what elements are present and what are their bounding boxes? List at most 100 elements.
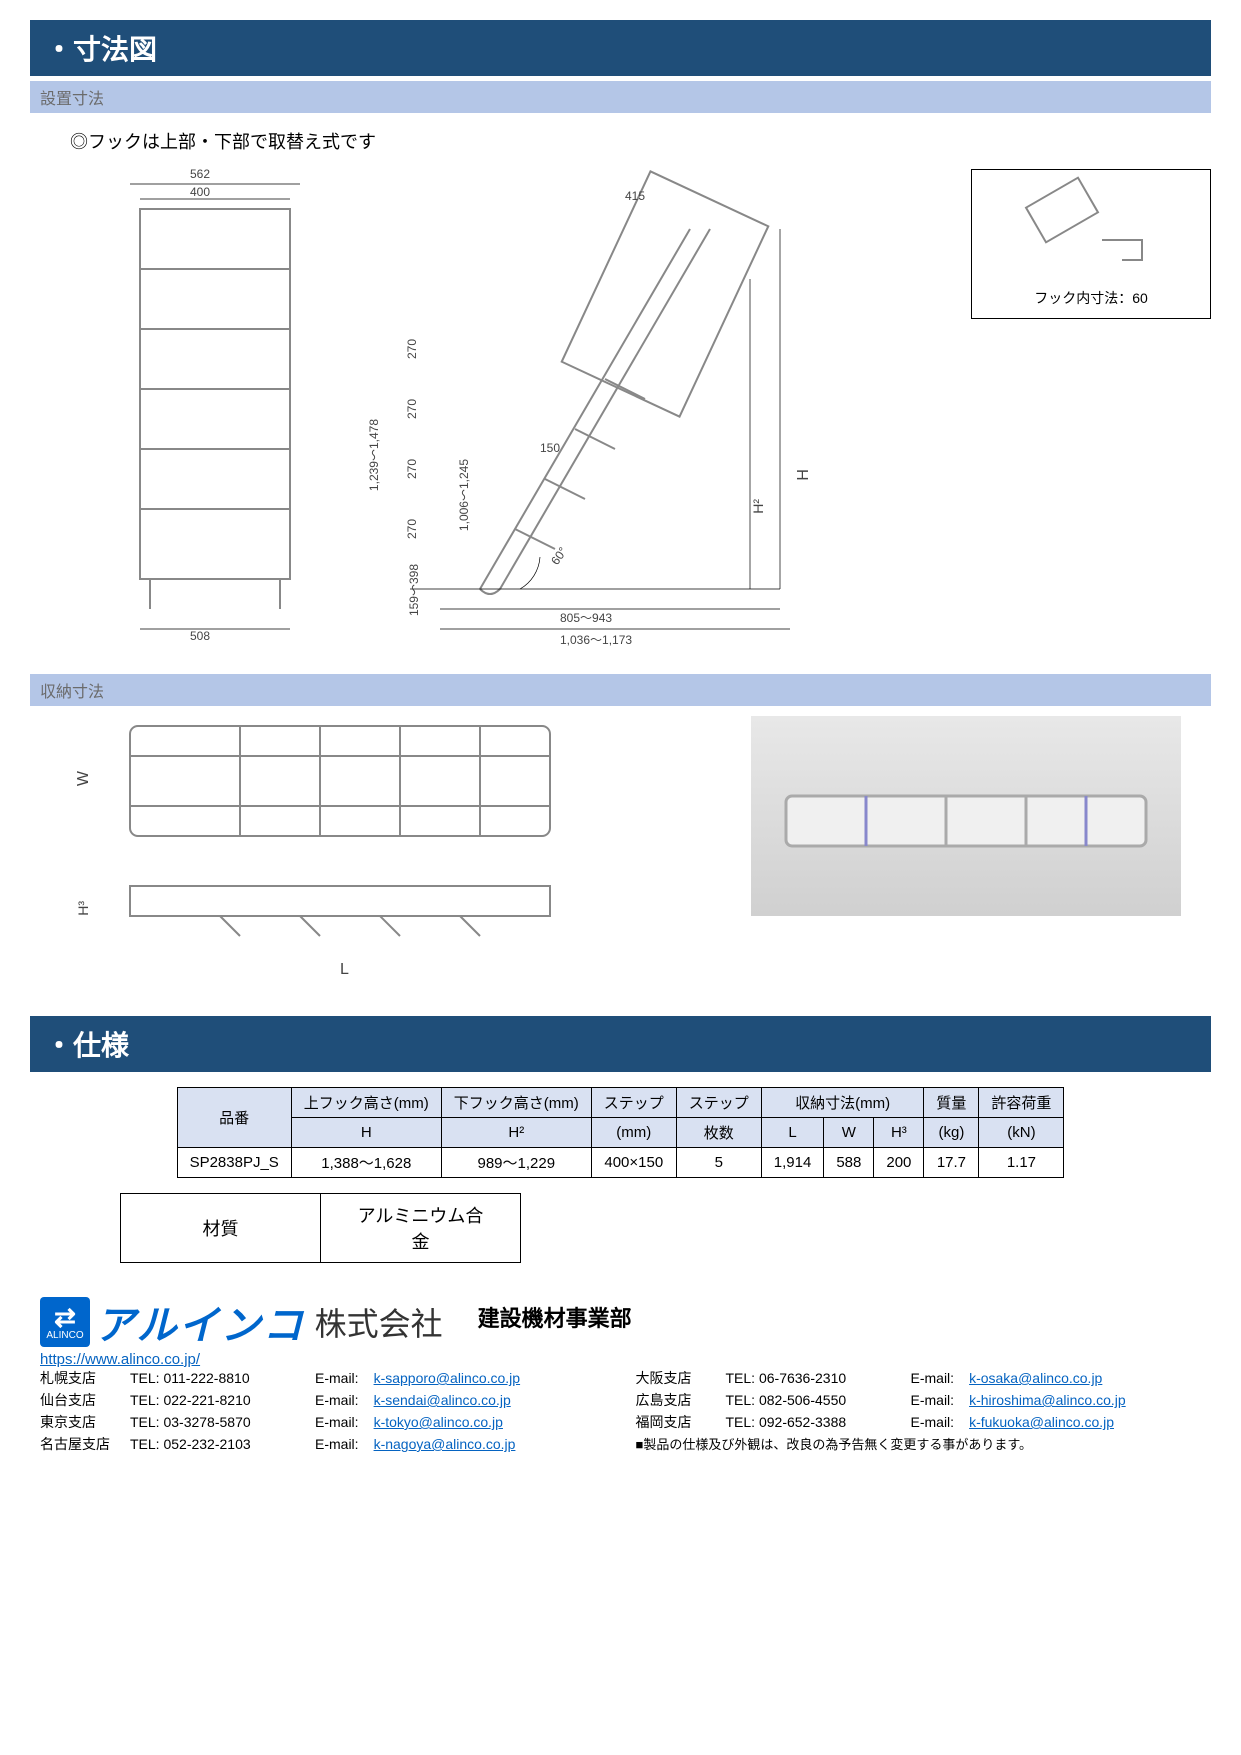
branch-tel: TEL: 052-232-2103	[130, 1436, 300, 1452]
td-kN: 1.17	[979, 1148, 1064, 1178]
front-view-diagram	[100, 169, 340, 639]
th-storage: 収納寸法(mm)	[761, 1088, 924, 1118]
th-mass: 質量	[924, 1088, 979, 1118]
install-diagram-area: 562 400 508	[30, 169, 1211, 659]
material-table: 材質 アルミニウム合金	[120, 1193, 521, 1263]
td-H: 1,388～1,628	[291, 1148, 441, 1178]
dim-415: 415	[625, 189, 645, 203]
branch-email[interactable]: k-tokyo@alinco.co.jp	[374, 1414, 503, 1430]
th-L: L	[761, 1118, 824, 1148]
branch-name: 仙台支店	[40, 1390, 115, 1410]
dim-400: 400	[190, 185, 210, 199]
branch-name: 東京支店	[40, 1412, 115, 1432]
th-lower-hook: 下フック高さ(mm)	[441, 1088, 591, 1118]
footer-logo-area: ⇄ ALINCO アルインコ 株式会社 建設機材事業部	[30, 1293, 1211, 1351]
contact-row: 仙台支店 TEL: 022-221-8210 E-mail: k-sendai@…	[40, 1390, 606, 1410]
dim-H2: H²	[750, 499, 766, 514]
callout-text: フック内寸法：60	[972, 288, 1210, 308]
storage-photo	[751, 716, 1181, 916]
storage-diagram	[90, 716, 570, 976]
section-header-dimensions: ・寸法図	[30, 20, 1211, 76]
branch-tel: TEL: 082-506-4550	[726, 1392, 896, 1408]
hook-note: ◎フックは上部・下部で取替え式です	[30, 123, 1211, 169]
dim-805: 805～943	[560, 609, 612, 626]
td-count: 5	[676, 1148, 761, 1178]
dim-159: 159～398	[405, 564, 422, 616]
contact-row: 東京支店 TEL: 03-3278-5870 E-mail: k-tokyo@a…	[40, 1412, 606, 1432]
email-label: E-mail:	[315, 1370, 359, 1386]
side-view-diagram	[380, 169, 810, 649]
branch-email[interactable]: k-fukuoka@alinco.co.jp	[969, 1414, 1114, 1430]
branch-email[interactable]: k-hiroshima@alinco.co.jp	[969, 1392, 1126, 1408]
contact-row: 札幌支店 TEL: 011-222-8810 E-mail: k-sapporo…	[40, 1368, 606, 1388]
email-label: E-mail:	[315, 1414, 359, 1430]
th-mm: (mm)	[591, 1118, 676, 1148]
dim-150: 150	[540, 441, 560, 455]
email-label: E-mail:	[911, 1370, 955, 1386]
contacts-grid: 札幌支店 TEL: 011-222-8810 E-mail: k-sapporo…	[30, 1368, 1211, 1454]
dim-270a: 270	[405, 339, 419, 359]
branch-email[interactable]: k-nagoya@alinco.co.jp	[374, 1436, 516, 1452]
th-H2: H²	[441, 1118, 591, 1148]
th-step: ステップ	[591, 1088, 676, 1118]
td-model: SP2838PJ_S	[177, 1148, 291, 1178]
branch-name: 名古屋支店	[40, 1434, 115, 1454]
th-W: W	[824, 1118, 874, 1148]
email-label: E-mail:	[315, 1392, 359, 1408]
dim-H: H	[795, 469, 813, 481]
sub-header-storage: 収納寸法	[30, 674, 1211, 706]
material-value: アルミニウム合金	[321, 1194, 521, 1263]
branch-name: 福岡支店	[636, 1412, 711, 1432]
branch-tel: TEL: 092-652-3388	[726, 1414, 896, 1430]
branch-tel: TEL: 03-3278-5870	[130, 1414, 300, 1430]
th-kN: (kN)	[979, 1118, 1064, 1148]
th-H3: H³	[874, 1118, 924, 1148]
dim-W: W	[75, 771, 93, 786]
dim-h-range: 1,239～1,478	[365, 419, 382, 491]
dim-508: 508	[190, 629, 210, 643]
th-count: 枚数	[676, 1118, 761, 1148]
sub-header-install: 設置寸法	[30, 81, 1211, 113]
dim-L: L	[340, 961, 349, 979]
td-step: 400×150	[591, 1148, 676, 1178]
th-load: 許容荷重	[979, 1088, 1064, 1118]
branch-name: 大阪支店	[636, 1368, 711, 1388]
email-label: E-mail:	[911, 1392, 955, 1408]
branch-email[interactable]: k-osaka@alinco.co.jp	[969, 1370, 1102, 1386]
dim-1036: 1,036～1,173	[560, 631, 632, 648]
table-row: SP2838PJ_S 1,388～1,628 989～1,229 400×150…	[177, 1148, 1064, 1178]
email-label: E-mail:	[315, 1436, 359, 1452]
company-ltd: 株式会社	[315, 1299, 443, 1345]
td-W: 588	[824, 1148, 874, 1178]
storage-diagram-area: W H³ L	[30, 716, 1211, 996]
company-logo: ⇄ ALINCO アルインコ 株式会社	[40, 1293, 443, 1351]
dim-270d: 270	[405, 519, 419, 539]
section-header-spec: ・仕様	[30, 1016, 1211, 1072]
td-H3: 200	[874, 1148, 924, 1178]
logo-icon: ⇄ ALINCO	[40, 1297, 90, 1347]
contact-row: 広島支店 TEL: 082-506-4550 E-mail: k-hiroshi…	[636, 1390, 1202, 1410]
logo-text: ALINCO	[46, 1330, 83, 1341]
spec-table: 品番 上フック高さ(mm) 下フック高さ(mm) ステップ ステップ 収納寸法(…	[177, 1087, 1065, 1178]
dim-1006: 1,006～1,245	[455, 459, 472, 531]
dim-562: 562	[190, 167, 210, 181]
hook-callout: フック内寸法：60	[971, 169, 1211, 319]
branch-tel: TEL: 06-7636-2310	[726, 1370, 896, 1386]
email-label: E-mail:	[911, 1414, 955, 1430]
td-L: 1,914	[761, 1148, 824, 1178]
branch-name: 広島支店	[636, 1390, 711, 1410]
branch-name: 札幌支店	[40, 1368, 115, 1388]
th-H: H	[291, 1118, 441, 1148]
branch-email[interactable]: k-sapporo@alinco.co.jp	[374, 1370, 521, 1386]
branch-email[interactable]: k-sendai@alinco.co.jp	[374, 1392, 511, 1408]
td-H2: 989～1,229	[441, 1148, 591, 1178]
dim-270c: 270	[405, 459, 419, 479]
material-label: 材質	[121, 1194, 321, 1263]
contact-row: 大阪支店 TEL: 06-7636-2310 E-mail: k-osaka@a…	[636, 1368, 1202, 1388]
contact-row: 福岡支店 TEL: 092-652-3388 E-mail: k-fukuoka…	[636, 1412, 1202, 1432]
th-upper-hook: 上フック高さ(mm)	[291, 1088, 441, 1118]
branch-tel: TEL: 022-221-8210	[130, 1392, 300, 1408]
branch-tel: TEL: 011-222-8810	[130, 1370, 300, 1386]
th-step-count: ステップ	[676, 1088, 761, 1118]
th-kg: (kg)	[924, 1118, 979, 1148]
